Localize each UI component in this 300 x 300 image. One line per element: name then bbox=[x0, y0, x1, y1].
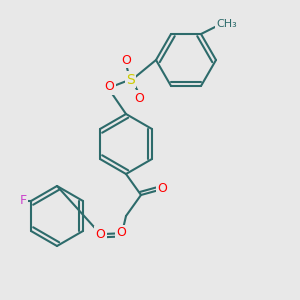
Text: S: S bbox=[126, 73, 135, 86]
Text: CH₃: CH₃ bbox=[216, 19, 237, 28]
Text: F: F bbox=[20, 194, 27, 208]
Text: O: O bbox=[157, 182, 167, 196]
Text: O: O bbox=[121, 53, 131, 67]
Text: O: O bbox=[135, 92, 144, 105]
Text: O: O bbox=[105, 80, 114, 94]
Text: O: O bbox=[96, 227, 105, 241]
Text: O: O bbox=[117, 226, 126, 239]
